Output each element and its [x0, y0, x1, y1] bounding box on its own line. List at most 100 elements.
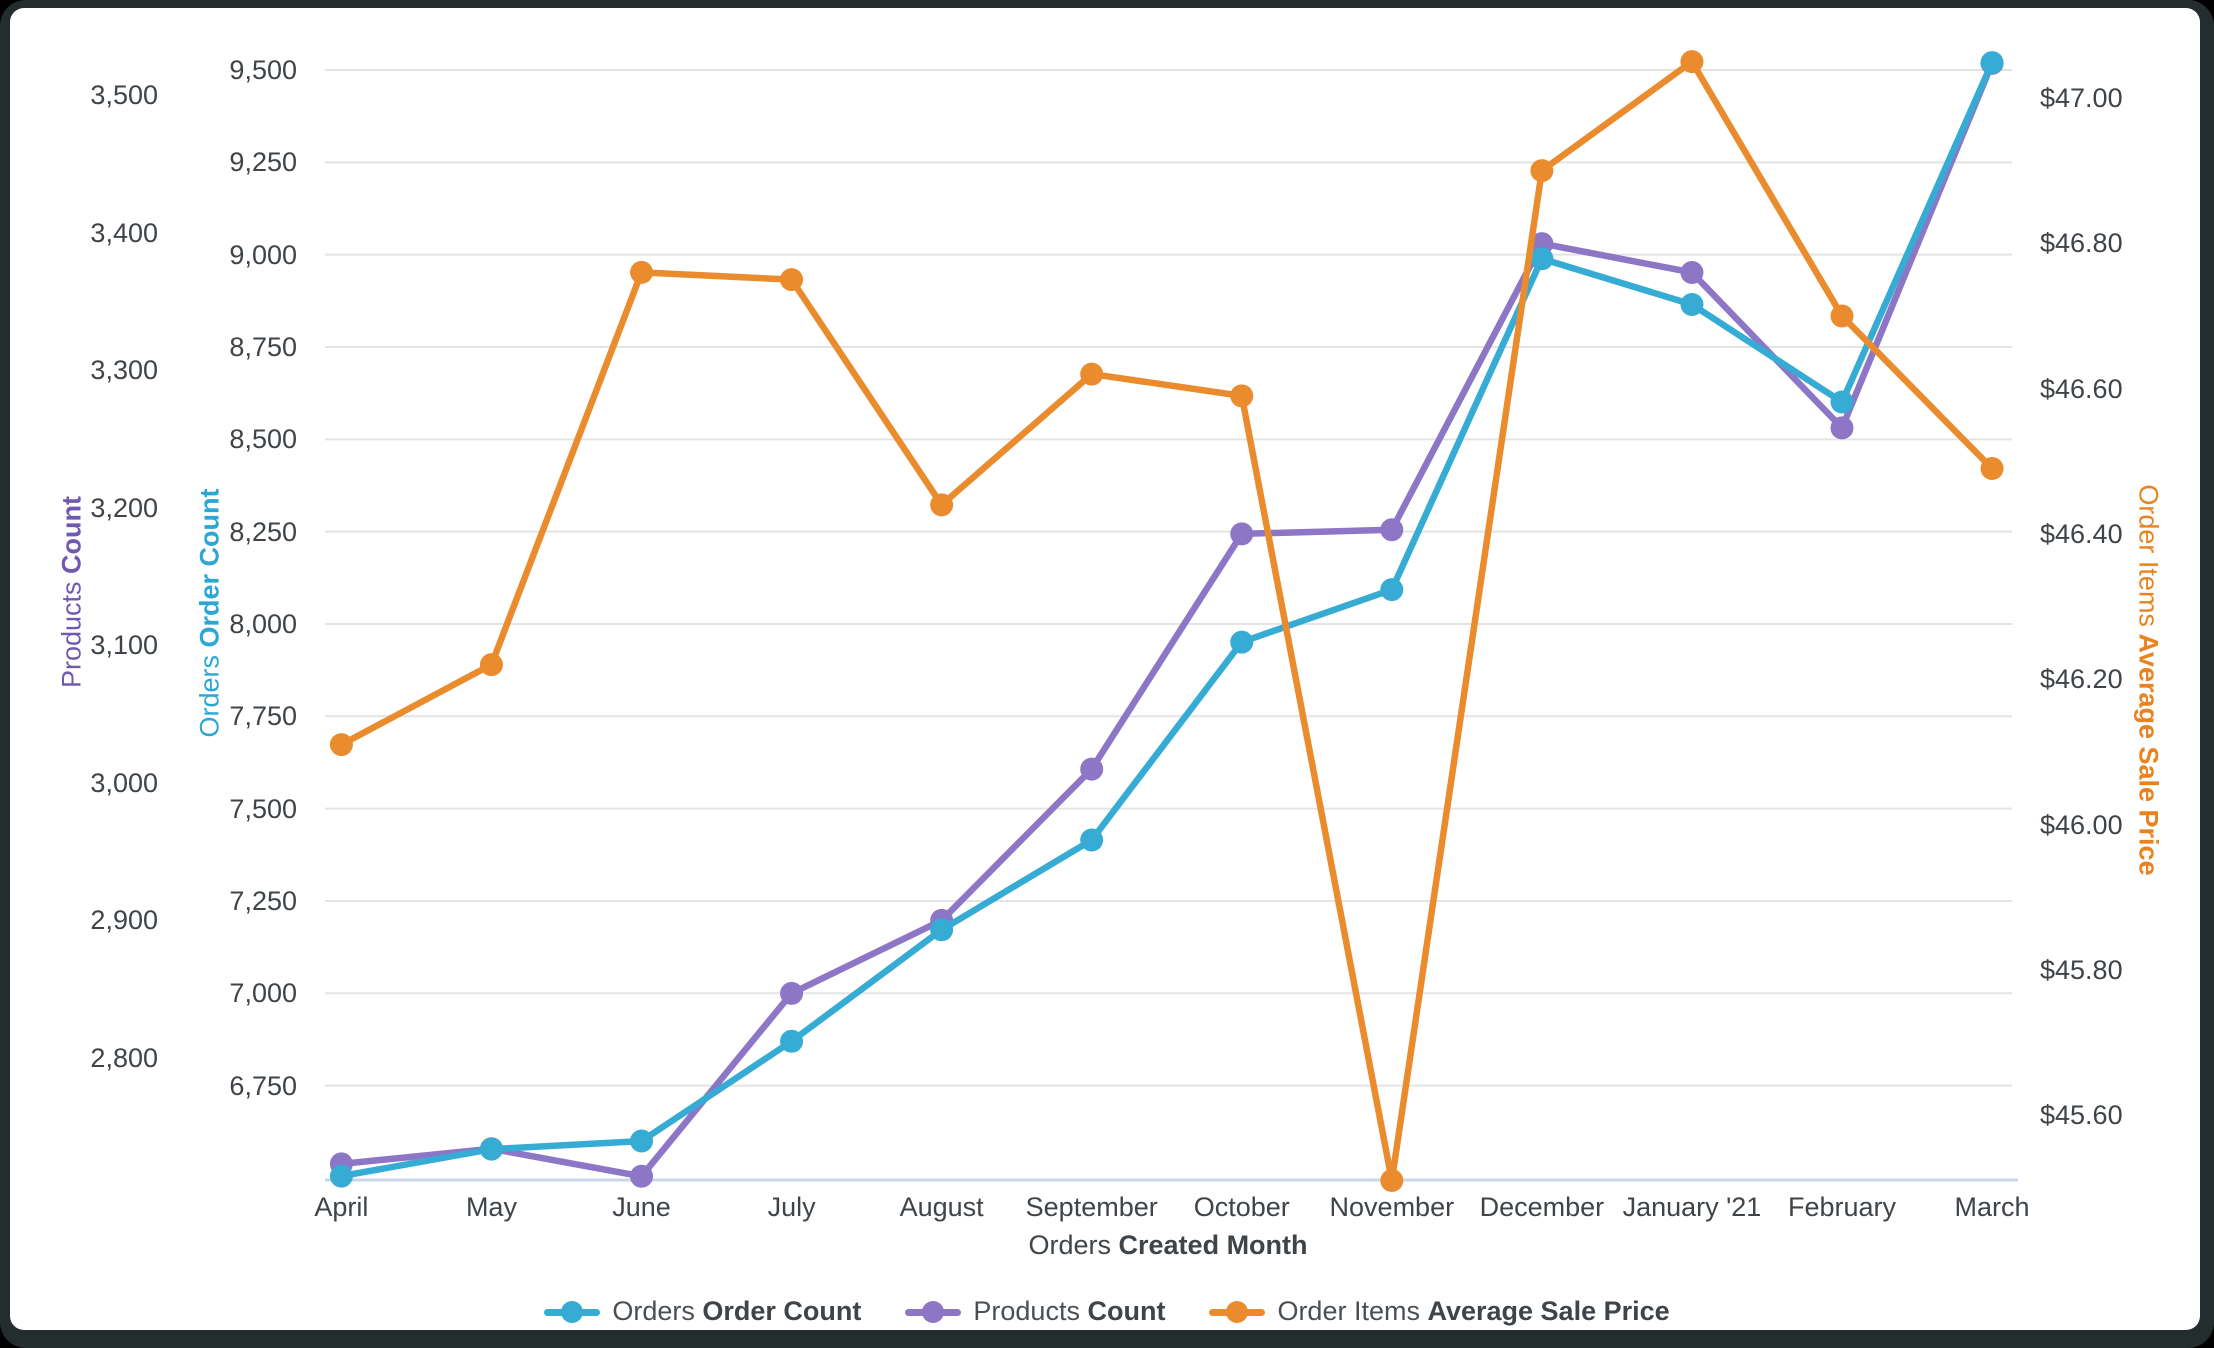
axis-title-field-name: Order Count — [194, 488, 225, 648]
y-tick-label: 8,000 — [229, 608, 297, 639]
data-point[interactable] — [1230, 384, 1254, 408]
data-point[interactable] — [1080, 757, 1104, 781]
data-point[interactable] — [1830, 304, 1854, 328]
y-tick-label: 3,100 — [90, 630, 158, 661]
y-tick-label: 8,750 — [229, 331, 297, 362]
data-point[interactable] — [1380, 518, 1404, 542]
y-tick-label: 9,000 — [229, 239, 297, 270]
data-point[interactable] — [1080, 828, 1104, 852]
data-point[interactable] — [1980, 51, 2004, 75]
data-point[interactable] — [930, 918, 954, 942]
legend-label-view: Orders — [612, 1296, 695, 1326]
data-point[interactable] — [1680, 50, 1704, 74]
data-point[interactable] — [1830, 390, 1854, 414]
y-tick-label: 2,900 — [90, 905, 158, 936]
legend: Orders Order Count Products Count Order … — [0, 1296, 2214, 1327]
y-tick-label: $46.40 — [2040, 518, 2123, 549]
chart-card — [10, 8, 2200, 1330]
legend-label: Orders Order Count — [612, 1296, 861, 1327]
y-tick-label: 3,300 — [90, 355, 158, 386]
products-count-axis-title: Products Count — [57, 496, 88, 688]
y-tick-label: 7,250 — [229, 885, 297, 916]
orders-order-count-axis-title: Orders Order Count — [195, 488, 226, 737]
data-point[interactable] — [1680, 260, 1704, 284]
data-point[interactable] — [780, 268, 804, 292]
y-tick-label: 3,500 — [90, 80, 158, 110]
legend-label: Products Count — [973, 1296, 1165, 1327]
y-tick-label: 9,250 — [229, 147, 297, 178]
data-point[interactable] — [479, 1137, 503, 1161]
data-point[interactable] — [1230, 522, 1254, 546]
x-tick-label: August — [899, 1192, 984, 1222]
data-point[interactable] — [1380, 578, 1404, 602]
legend-marker-icon — [905, 1300, 962, 1324]
x-axis-title: Orders Created Month — [1028, 1230, 1307, 1261]
y-tick-label: 7,000 — [229, 978, 297, 1009]
legend-item-average-sale-price[interactable]: Order Items Average Sale Price — [1209, 1296, 1670, 1327]
data-point[interactable] — [479, 653, 503, 677]
data-point[interactable] — [780, 981, 804, 1005]
axis-title-view-name: Products — [56, 581, 87, 689]
data-point[interactable] — [1530, 159, 1554, 183]
y-tick-label: 9,500 — [229, 55, 297, 85]
x-axis-title-field-name: Created Month — [1118, 1230, 1308, 1260]
data-point[interactable] — [780, 1029, 804, 1053]
data-point[interactable] — [1830, 416, 1854, 440]
legend-label-field: Average Sale Price — [1427, 1296, 1670, 1326]
x-tick-label: November — [1329, 1192, 1455, 1222]
x-tick-label: February — [1787, 1192, 1897, 1222]
axis-title-view-name: Order Items — [2133, 484, 2164, 627]
data-point[interactable] — [630, 1129, 654, 1153]
series-line-products-count — [338, 60, 1996, 1180]
y-tick-label: 8,500 — [229, 424, 297, 455]
x-tick-label: May — [465, 1192, 517, 1222]
legend-item-orders-order-count[interactable]: Orders Order Count — [544, 1296, 861, 1327]
x-tick-label: April — [314, 1192, 369, 1222]
legend-label-field: Count — [1087, 1296, 1166, 1326]
x-tick-label: September — [1025, 1192, 1158, 1222]
y-tick-label: $46.80 — [2040, 228, 2123, 259]
data-point[interactable] — [1980, 457, 2004, 481]
data-point[interactable] — [1230, 630, 1254, 654]
y-tick-label: $46.00 — [2040, 809, 2123, 840]
series-line-order-items-average-sale-price — [338, 58, 1996, 1184]
data-point[interactable] — [630, 260, 654, 284]
data-point[interactable] — [930, 493, 954, 517]
legend-item-products-count[interactable]: Products Count — [905, 1296, 1165, 1327]
average-sale-price-axis-title: Order Items Average Sale Price — [2133, 484, 2164, 875]
axis-title-field-name: Average Sale Price — [2133, 633, 2164, 876]
y-tick-label: $45.80 — [2040, 954, 2123, 985]
y-tick-label: 2,800 — [90, 1042, 158, 1073]
axis-title-field-name: Count — [56, 495, 87, 574]
data-point[interactable] — [1380, 1168, 1404, 1192]
x-tick-label: October — [1193, 1192, 1290, 1222]
y-tick-label: $45.60 — [2040, 1100, 2123, 1131]
legend-label-view: Products — [973, 1296, 1080, 1326]
legend-marker-icon — [544, 1300, 601, 1324]
y-tick-label: $47.00 — [2040, 83, 2123, 113]
y-tick-label: 8,250 — [229, 516, 297, 547]
x-tick-label: January '21 — [1622, 1192, 1762, 1222]
data-point[interactable] — [1530, 247, 1554, 271]
data-point[interactable] — [630, 1164, 654, 1188]
data-point[interactable] — [329, 733, 353, 757]
y-tick-label: 6,750 — [229, 1070, 297, 1101]
data-point[interactable] — [329, 1164, 353, 1188]
data-point[interactable] — [1680, 293, 1704, 317]
y-tick-label: $46.60 — [2040, 373, 2123, 404]
legend-label-view: Order Items — [1277, 1296, 1420, 1326]
data-point[interactable] — [1080, 362, 1104, 386]
x-tick-label: March — [1954, 1192, 2030, 1222]
y-tick-label: 3,000 — [90, 767, 158, 798]
legend-label: Order Items Average Sale Price — [1277, 1296, 1669, 1327]
x-tick-label: December — [1479, 1192, 1605, 1222]
y-tick-label: 3,400 — [90, 217, 158, 248]
y-tick-label: 7,750 — [229, 701, 297, 732]
legend-marker-icon — [1209, 1300, 1266, 1324]
y-tick-label: 7,500 — [229, 793, 297, 824]
axis-title-view-name: Orders — [194, 654, 225, 738]
y-tick-label: $46.20 — [2040, 664, 2123, 695]
series-line-orders-order-count — [338, 59, 1996, 1180]
